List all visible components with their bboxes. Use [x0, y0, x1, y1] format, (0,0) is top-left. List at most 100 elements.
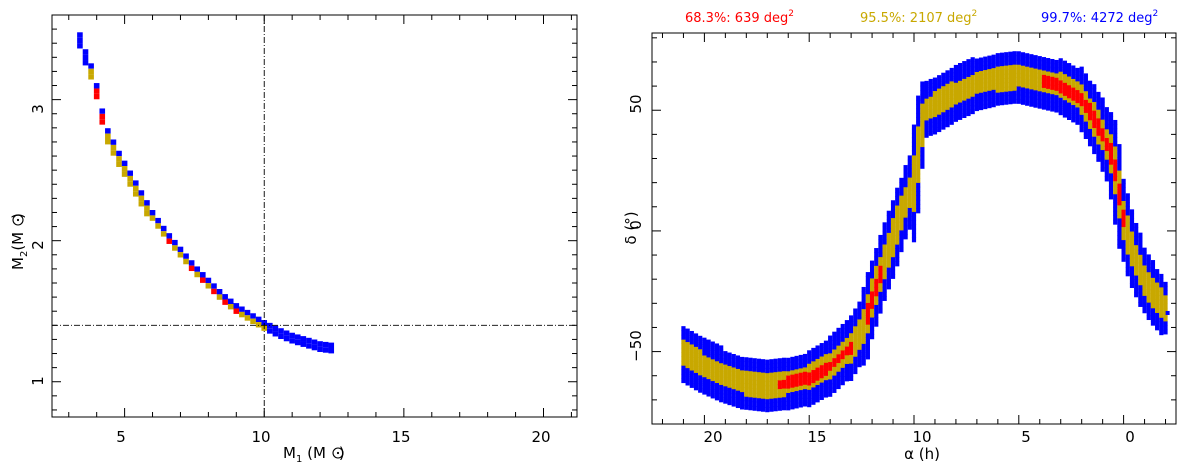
heatmap-cell	[731, 375, 736, 381]
heatmap-cell	[1041, 74, 1047, 80]
heatmap-cell	[1113, 132, 1118, 138]
heatmap-cell	[928, 87, 933, 93]
heatmap-cell	[1054, 90, 1059, 96]
heatmap-cell	[1004, 86, 1009, 92]
heatmap-cell	[1062, 73, 1068, 79]
heatmap-cell	[1058, 71, 1063, 77]
heatmap-cell	[1029, 93, 1034, 99]
heatmap-cell	[953, 112, 959, 118]
heatmap-cell	[1100, 145, 1105, 151]
heatmap-cell	[878, 287, 883, 292]
heatmap-cell	[765, 407, 770, 413]
heatmap-cell	[723, 359, 728, 365]
heatmap-cell	[1096, 109, 1101, 115]
heatmap-cell	[727, 391, 732, 397]
heatmap-cell	[786, 366, 791, 372]
heatmap-cell	[714, 369, 720, 375]
heatmap-cell	[991, 89, 996, 95]
heatmap-cell	[211, 283, 217, 289]
heatmap-cell	[945, 105, 950, 110]
heatmap-cell	[932, 103, 938, 109]
heatmap-cell	[916, 208, 921, 214]
heatmap-cell	[869, 260, 875, 266]
heatmap-cell	[1016, 72, 1021, 78]
heatmap-cell	[798, 359, 803, 365]
heatmap-cell	[920, 90, 925, 95]
heatmap-cell	[710, 350, 715, 356]
heatmap-cell	[693, 376, 699, 382]
heatmap-cell	[949, 85, 954, 91]
heatmap-cell	[798, 393, 803, 399]
heatmap-cell	[1163, 329, 1168, 335]
heatmap-cell	[790, 356, 795, 362]
heatmap-cell	[1046, 71, 1051, 76]
heatmap-cell	[1134, 283, 1139, 289]
heatmap-cell	[727, 369, 732, 375]
heatmap-cell	[702, 381, 707, 386]
heatmap-cell	[723, 381, 728, 387]
heatmap-cell	[890, 274, 896, 279]
heatmap-cell	[970, 83, 975, 89]
heatmap-cell	[702, 368, 707, 373]
heatmap-cell	[937, 96, 942, 102]
heatmap-cell	[1054, 68, 1059, 74]
heatmap-cell	[194, 266, 201, 272]
heatmap-cell	[849, 354, 854, 360]
heatmap-cell	[735, 390, 741, 396]
heatmap-cell	[127, 175, 133, 182]
heatmap-cell	[769, 393, 774, 399]
heatmap-cell	[1146, 280, 1151, 286]
heatmap-cell	[853, 334, 858, 340]
heatmap-cell	[1108, 125, 1114, 130]
heatmap-cell	[723, 355, 728, 361]
heatmap-cell	[1129, 218, 1135, 223]
heatmap-cell	[1079, 118, 1084, 124]
heatmap-cell	[1071, 95, 1076, 101]
heatmap-cell	[995, 87, 1000, 93]
heatmap-cell	[886, 284, 891, 290]
heatmap-cell	[865, 319, 870, 325]
heatmap-cell	[999, 78, 1005, 84]
heatmap-cell	[907, 194, 912, 200]
heatmap-cell	[819, 377, 824, 383]
heatmap-cell	[857, 314, 862, 320]
heatmap-cell	[1104, 154, 1109, 160]
heatmap-cell	[786, 388, 791, 393]
heatmap-cell	[807, 372, 812, 377]
mass-x-axis-label: M1 (M)	[283, 444, 345, 465]
heatmap-cell	[899, 229, 904, 235]
heatmap-cell	[916, 191, 921, 196]
mass-plot-frame	[51, 14, 578, 418]
heatmap-cell	[853, 343, 858, 349]
heatmap-cell	[924, 80, 929, 86]
heatmap-cell	[807, 350, 812, 356]
heatmap-cell	[895, 222, 900, 228]
heatmap-cell	[823, 349, 829, 355]
heatmap-cell	[823, 340, 829, 346]
heatmap-cell	[861, 356, 866, 362]
y-label-main: M	[9, 257, 27, 270]
heatmap-cell	[1159, 317, 1164, 323]
heatmap-cell	[874, 287, 879, 292]
heatmap-cell	[786, 401, 791, 407]
heatmap-cell	[899, 216, 904, 222]
heatmap-cell	[966, 102, 971, 108]
heatmap-cell	[1083, 99, 1088, 105]
y-label-unit: (M	[9, 232, 27, 251]
heatmap-cell	[1113, 119, 1118, 125]
heatmap-cell	[958, 110, 963, 116]
heatmap-cell	[953, 77, 959, 83]
heatmap-cell	[978, 66, 984, 72]
heatmap-cell	[1046, 75, 1051, 81]
heatmap-cell	[966, 80, 971, 86]
heatmap-cell	[1079, 105, 1084, 111]
heatmap-cell	[832, 362, 837, 367]
heatmap-cell	[1142, 247, 1147, 253]
heatmap-cell	[991, 72, 996, 77]
heatmap-cell	[907, 155, 912, 161]
heatmap-cell	[844, 376, 850, 382]
heatmap-cell	[903, 195, 908, 201]
heatmap-cell	[953, 82, 959, 88]
heatmap-cell	[1125, 262, 1130, 268]
heatmap-cell	[928, 104, 933, 110]
